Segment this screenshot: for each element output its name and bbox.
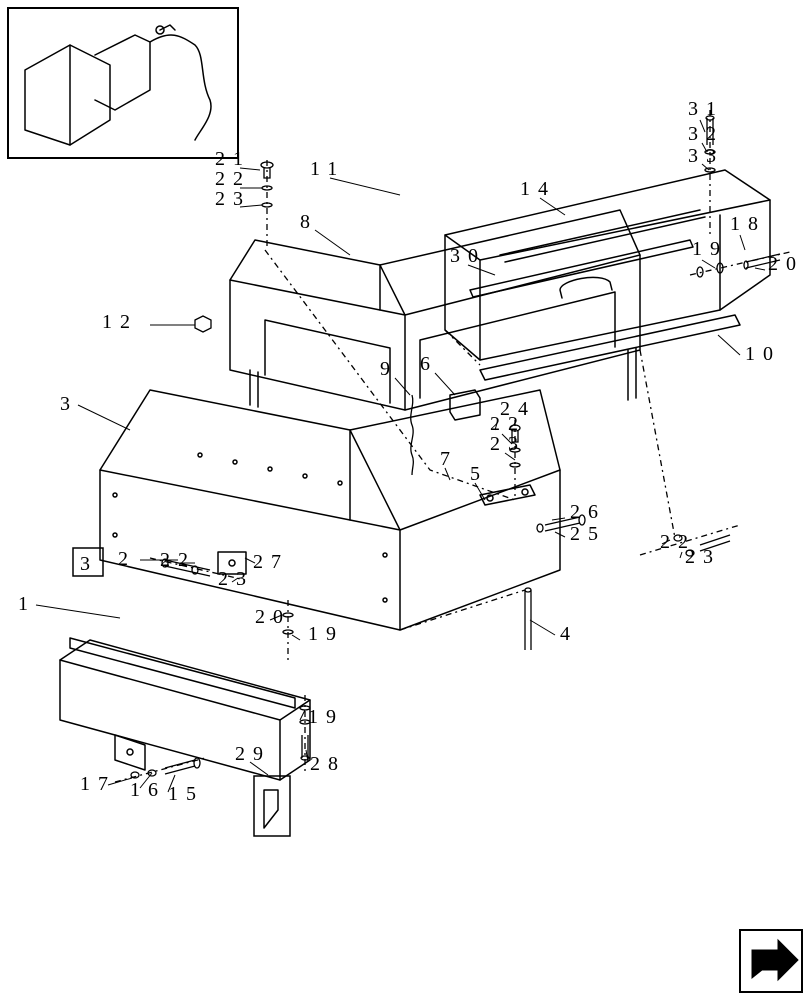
callout-19: 19 bbox=[308, 623, 344, 645]
callout-14: 14 bbox=[520, 178, 556, 200]
thumbnail-box bbox=[8, 8, 238, 158]
callout-6: 6 bbox=[420, 353, 438, 375]
callout-26: 26 bbox=[570, 501, 606, 523]
callout-20: 20 bbox=[255, 606, 291, 628]
leader-19 bbox=[702, 260, 715, 268]
callout-25: 25 bbox=[570, 523, 606, 545]
callout-27: 27 bbox=[253, 551, 289, 573]
callout-17: 17 bbox=[80, 773, 116, 795]
callout-28: 28 bbox=[310, 753, 346, 775]
exploded-diagram: 3 12345678910111214151617181919192020212… bbox=[0, 0, 812, 1000]
callout-16: 16 bbox=[130, 779, 166, 801]
leader-4 bbox=[530, 620, 555, 635]
callout-4: 4 bbox=[560, 623, 578, 645]
callout-32: 32 bbox=[688, 123, 724, 145]
leader-18 bbox=[740, 235, 745, 250]
leader-9 bbox=[395, 378, 410, 395]
callout-30: 30 bbox=[450, 245, 486, 267]
callout-1: 1 bbox=[18, 593, 36, 615]
callout-19: 19 bbox=[692, 238, 728, 260]
callout-10: 10 bbox=[745, 343, 781, 365]
leader-19 bbox=[292, 635, 300, 640]
part-10-rail bbox=[480, 315, 740, 380]
callout-24: 24 bbox=[500, 398, 536, 420]
callout-2: 2 bbox=[118, 548, 136, 570]
leader-3 bbox=[78, 405, 130, 430]
part-11-top-panel bbox=[445, 170, 770, 360]
assembly-axis-3 bbox=[640, 350, 675, 538]
leader-19 bbox=[300, 710, 305, 720]
callout-9: 9 bbox=[380, 358, 398, 380]
leader-20 bbox=[755, 268, 765, 270]
part-12-nut bbox=[195, 316, 211, 332]
ref-box-3: 3 bbox=[73, 548, 103, 576]
callout-7: 7 bbox=[440, 448, 458, 470]
callout-5: 5 bbox=[470, 463, 488, 485]
part-30-rail bbox=[470, 240, 693, 297]
part-4-rod bbox=[525, 588, 531, 650]
leader-8 bbox=[315, 230, 350, 255]
callout-8: 8 bbox=[300, 211, 318, 233]
leader-5 bbox=[475, 483, 485, 500]
callout-3: 3 bbox=[60, 393, 78, 415]
part-9-spring bbox=[411, 395, 414, 475]
callout-21: 21 bbox=[215, 148, 251, 170]
callout-29: 29 bbox=[235, 743, 271, 765]
callout-15: 15 bbox=[168, 783, 204, 805]
callout-23: 23 bbox=[490, 433, 526, 455]
leader-11 bbox=[330, 178, 400, 195]
ref-box-29 bbox=[254, 776, 290, 836]
callout-12: 12 bbox=[102, 311, 138, 333]
corner-next-arrow[interactable] bbox=[740, 930, 802, 992]
callout-23: 23 bbox=[218, 568, 254, 590]
callout-18: 18 bbox=[730, 213, 766, 235]
part-5-lever bbox=[480, 485, 535, 505]
callout-20: 20 bbox=[768, 253, 804, 275]
leader-6 bbox=[435, 373, 455, 395]
svg-text:3: 3 bbox=[80, 553, 90, 575]
leader-26 bbox=[552, 518, 565, 520]
callout-33: 33 bbox=[688, 145, 724, 167]
fastener-stack-top bbox=[261, 160, 273, 250]
callout-23: 23 bbox=[215, 188, 251, 210]
callout-11: 11 bbox=[310, 158, 345, 180]
leader-10 bbox=[718, 335, 740, 355]
part-1-floor bbox=[60, 638, 310, 780]
callout-22: 22 bbox=[160, 549, 196, 571]
leader-1 bbox=[36, 605, 120, 618]
callout-31: 31 bbox=[688, 98, 724, 120]
assembly-axis-4 bbox=[400, 590, 525, 630]
callout-23: 23 bbox=[685, 546, 721, 568]
callout-22: 22 bbox=[215, 168, 251, 190]
callout-19: 19 bbox=[308, 706, 344, 728]
